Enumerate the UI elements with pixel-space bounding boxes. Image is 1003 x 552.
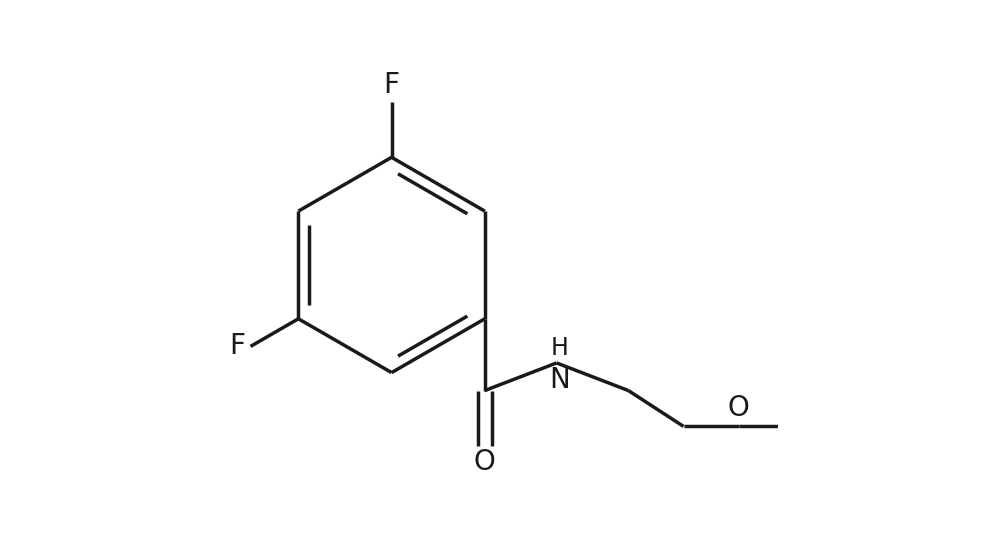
- Text: F: F: [229, 332, 245, 360]
- Text: O: O: [727, 394, 749, 422]
- Text: O: O: [473, 448, 495, 476]
- Text: N: N: [549, 365, 569, 394]
- Text: H: H: [550, 336, 568, 360]
- Text: F: F: [383, 71, 399, 99]
